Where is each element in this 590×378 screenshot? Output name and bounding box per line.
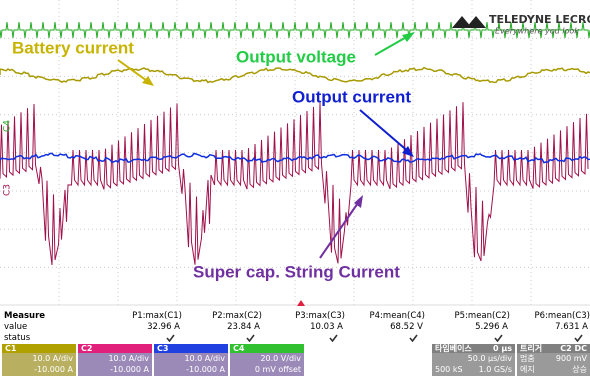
param-value: 32.96 A xyxy=(147,322,180,332)
logo: TELEDYNE LECROY Everywhere you look xyxy=(452,13,590,36)
check-icon xyxy=(330,335,337,341)
annotation: Output current xyxy=(292,87,411,106)
waveform-display: C4 C3 TELEDYNE LECROY Everywhere you loo… xyxy=(0,0,590,306)
check-icon xyxy=(167,335,174,341)
measure-label: status xyxy=(4,333,30,343)
timebase-title: 타임베이스 xyxy=(435,344,472,353)
param-name: P5:mean(C2) xyxy=(455,311,510,321)
status-check xyxy=(574,334,583,342)
param-value: 10.03 A xyxy=(310,322,343,332)
param-value: 68.52 V xyxy=(390,322,423,332)
check-icon xyxy=(575,335,582,341)
measure-label: value xyxy=(4,322,27,332)
param-name: P2:max(C2) xyxy=(212,311,262,321)
trace-c2 xyxy=(0,102,588,265)
logo-tagline: Everywhere you look xyxy=(495,27,579,36)
channel-offset: -10.000 A xyxy=(2,364,76,375)
param-value: 7.631 A xyxy=(555,322,588,332)
annotation: Output voltage xyxy=(236,47,356,66)
param-value: 23.84 A xyxy=(227,322,260,332)
status-check xyxy=(409,334,418,342)
channel-offset: 0 mV offset xyxy=(230,364,304,375)
status-check xyxy=(329,334,338,342)
timebase-box[interactable]: 타임베이스 0 µs 50.0 µs/div 500 kS 1.0 GS/s xyxy=(432,344,515,376)
channel-offset: -10.000 A xyxy=(154,364,228,375)
trigger-title: 트리거 xyxy=(520,344,542,353)
channel-offset: -10.000 A xyxy=(78,364,152,375)
channel-scale: 10.0 A/div xyxy=(2,353,76,364)
trigger-mode: 멈춤 xyxy=(520,353,535,364)
timebase-delay: 0 µs xyxy=(493,344,512,353)
measure-label: Measure xyxy=(4,311,45,321)
trigger-box[interactable]: 트리거 C2 DC 멈춤 900 mV 에지 상승 xyxy=(517,344,590,376)
channel-scale: 10.0 A/div xyxy=(154,353,228,364)
param-name: P1:max(C1) xyxy=(132,311,182,321)
trigger-source: C2 DC xyxy=(560,344,587,353)
check-icon xyxy=(247,335,254,341)
param-name: P3:max(C3) xyxy=(295,311,345,321)
status-check xyxy=(166,334,175,342)
channel-scale: 20.0 V/div xyxy=(230,353,304,364)
trigger-slope: 상승 xyxy=(572,364,587,375)
param-value: 5.296 A xyxy=(475,322,508,332)
param-name: P4:mean(C4) xyxy=(370,311,425,321)
timebase-rate: 1.0 GS/s xyxy=(479,364,512,375)
check-icon xyxy=(495,335,502,341)
timebase-samples: 500 kS xyxy=(435,364,463,375)
trigger-level: 900 mV xyxy=(556,353,587,364)
annotation: Super cap. String Current xyxy=(193,262,400,281)
channel-name: C4 xyxy=(230,344,304,353)
status-check xyxy=(246,334,255,342)
channel-marker: C3 xyxy=(3,184,13,196)
channel-scale: 10.0 A/div xyxy=(78,353,152,364)
trigger-marker xyxy=(297,300,305,306)
channel-marker: C4 xyxy=(3,120,13,132)
channel-name: C1 xyxy=(2,344,76,353)
channel-name: C2 xyxy=(78,344,152,353)
status-check xyxy=(494,334,503,342)
annotation: Battery current xyxy=(12,38,134,57)
trigger-type: 에지 xyxy=(520,364,535,375)
channel-name: C3 xyxy=(154,344,228,353)
logo-brand: TELEDYNE LECROY xyxy=(489,13,590,26)
scope-screen: C4 C3 TELEDYNE LECROY Everywhere you loo… xyxy=(0,0,590,378)
check-icon xyxy=(410,335,417,341)
param-name: P6:mean(C3) xyxy=(535,311,590,321)
timebase-scale: 50.0 µs/div xyxy=(432,353,515,364)
